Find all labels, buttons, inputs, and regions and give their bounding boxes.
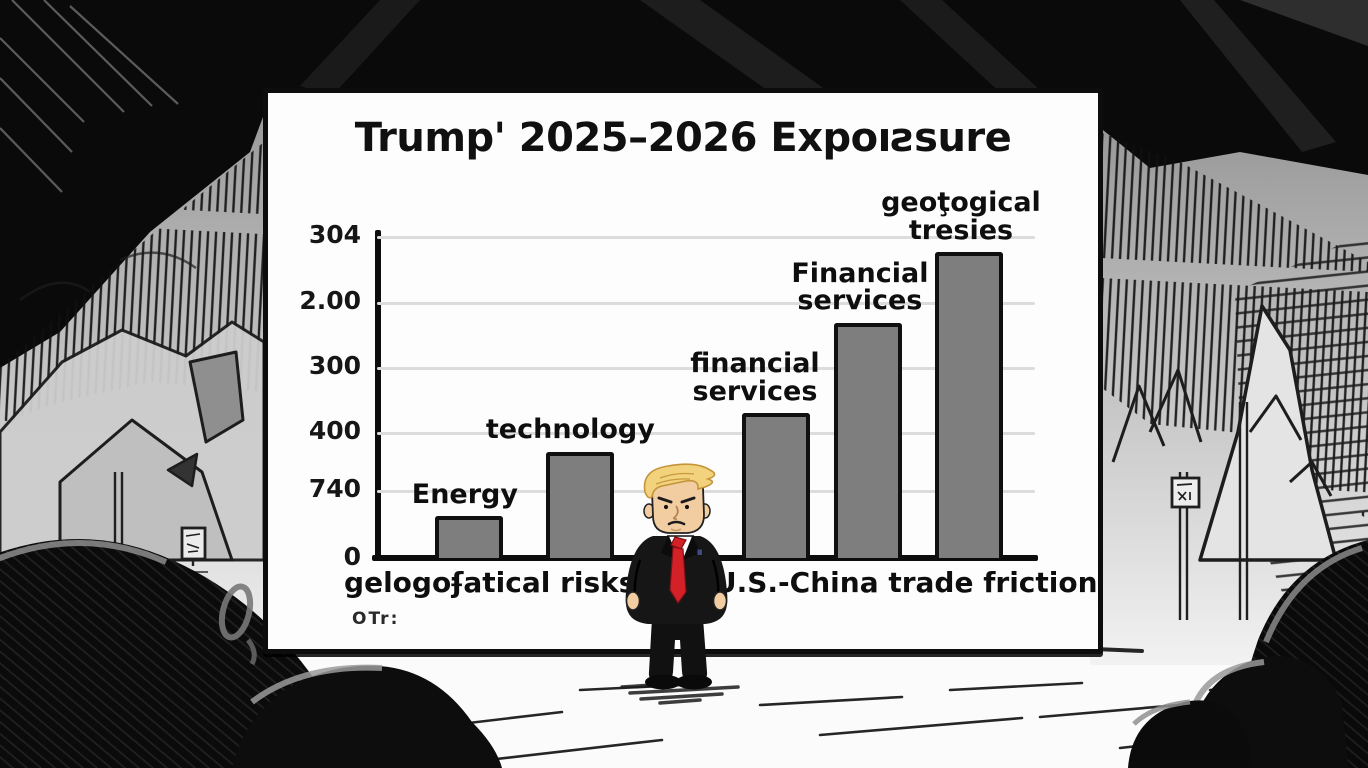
y-tick-label: 300 [308, 350, 361, 380]
bar [935, 252, 1003, 558]
bar [434, 516, 503, 558]
left-mountains [0, 251, 266, 562]
topleft-hatch [0, 0, 179, 193]
y-tick-label: 304 [308, 220, 361, 250]
bar [834, 322, 902, 558]
left-boulders [0, 539, 502, 768]
gridline [377, 236, 1035, 239]
gridline [377, 432, 1035, 436]
y-tick-label: 400 [308, 416, 361, 446]
lapel-pin [696, 548, 703, 556]
bar-label: Energy [411, 478, 518, 510]
x-axis-group-label: gelogoʄatical risks [344, 566, 636, 599]
chart-title: Trump' 2025–2026 Expoıƨsure [354, 115, 1012, 161]
x-axis-group-label: U.S.-China trade friction [713, 566, 1098, 599]
figure-head [643, 463, 716, 534]
gridline [377, 366, 1035, 370]
bar-label: technology [485, 414, 655, 446]
bar-label: Financial services [791, 257, 929, 317]
footnote-text: OTr: [352, 609, 400, 629]
plot-area: 304 2.00 300 400 740 0 Energy technology financi… [299, 189, 1097, 599]
gridline [377, 302, 1035, 306]
bar [742, 413, 810, 558]
bar [546, 451, 615, 558]
y-tick-label: 2.00 [299, 286, 361, 316]
y-axis-line [375, 230, 381, 558]
figure-legs [645, 618, 712, 690]
bar-label: financial services [690, 348, 820, 407]
figure-tie [669, 536, 687, 605]
right-bushes [1128, 540, 1368, 768]
gridline [377, 489, 1035, 493]
right-sign-and-poles [1170, 402, 1249, 620]
y-tick-label: 740 [308, 473, 361, 503]
trump-cartoon-figure [620, 463, 740, 705]
bar-label: geoţogical tresies [881, 187, 1041, 246]
y-tick-label: 0 [343, 542, 361, 572]
hair [643, 463, 716, 499]
